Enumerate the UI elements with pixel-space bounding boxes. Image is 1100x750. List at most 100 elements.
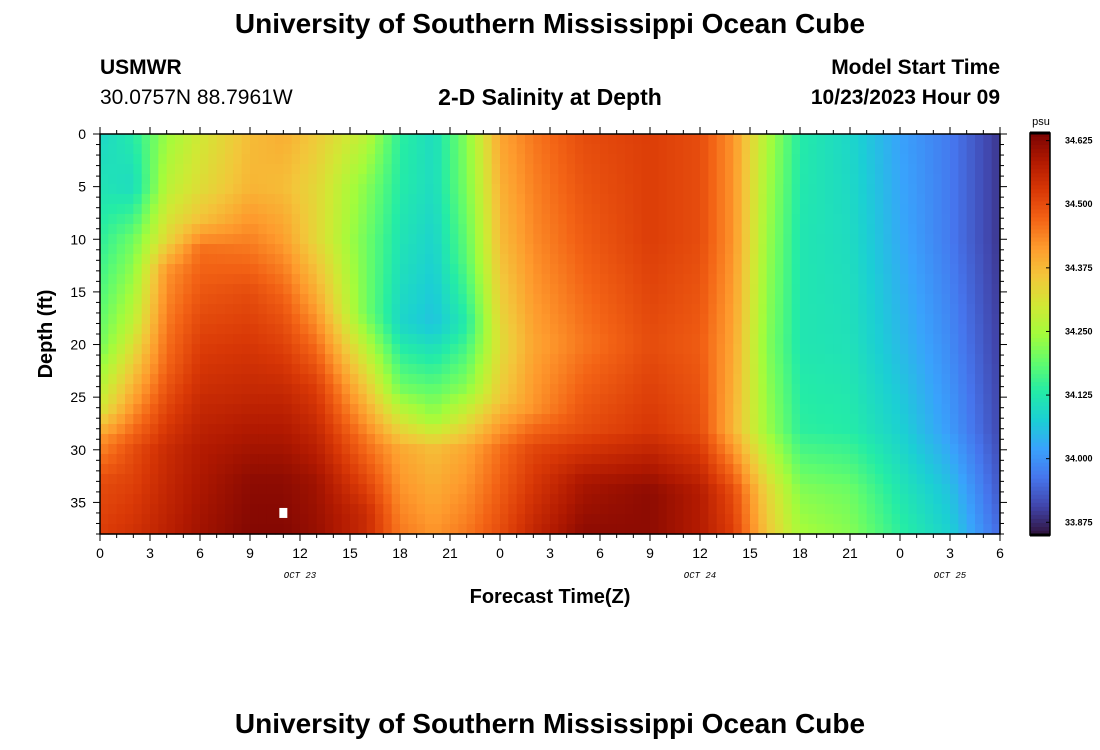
heatmap-cell [383, 384, 393, 395]
heatmap-cell [733, 514, 743, 525]
heatmap-cell [841, 504, 851, 515]
heatmap-cell [708, 244, 718, 255]
heatmap-cell [441, 174, 451, 185]
heatmap-cell [983, 364, 993, 375]
heatmap-cell [600, 204, 609, 215]
heatmap-cell [316, 144, 326, 155]
heatmap-cell [391, 494, 401, 505]
heatmap-cell [366, 334, 376, 345]
heatmap-cell [241, 394, 251, 405]
colorbar-segment [1030, 382, 1050, 387]
heatmap-cell [125, 404, 134, 415]
heatmap-cell [825, 154, 834, 165]
heatmap-cell [475, 454, 484, 465]
heatmap-cell [758, 144, 768, 155]
heatmap-cell [850, 494, 859, 505]
heatmap-cell [850, 284, 859, 295]
heatmap-cell [125, 474, 134, 485]
heatmap-cell [275, 434, 284, 445]
heatmap-cell [941, 194, 951, 205]
heatmap-cell [775, 134, 784, 145]
heatmap-cell [158, 254, 168, 265]
heatmap-cell [916, 174, 926, 185]
heatmap-cell [483, 134, 493, 145]
heatmap-cell [166, 234, 176, 245]
heatmap-cell [233, 224, 243, 235]
heatmap-cell [933, 214, 943, 225]
heatmap-cell [850, 164, 859, 175]
heatmap-cell [516, 144, 526, 155]
heatmap-cell [400, 254, 409, 265]
heatmap-cell [683, 264, 693, 275]
heatmap-cell [966, 364, 976, 375]
heatmap-cell [433, 324, 443, 335]
heatmap-cell [575, 394, 584, 405]
heatmap-cell [283, 344, 293, 355]
heatmap-cell [141, 314, 151, 325]
heatmap-cell [408, 434, 418, 445]
colorbar-segment [1030, 277, 1050, 283]
heatmap-cell [358, 234, 368, 245]
heatmap-cell [725, 144, 734, 155]
heatmap-cell [708, 334, 718, 345]
heatmap-cell [391, 404, 401, 415]
heatmap-cell [783, 524, 793, 535]
heatmap-cell [400, 454, 409, 465]
heatmap-cell [741, 284, 751, 295]
heatmap-cell [633, 174, 643, 185]
heatmap-cell [291, 154, 301, 165]
heatmap-cell [808, 354, 818, 365]
heatmap-cell [950, 304, 959, 315]
heatmap-cell [541, 414, 551, 425]
heatmap-cell [933, 284, 943, 295]
heatmap-cell [566, 224, 576, 235]
heatmap-cell [491, 514, 501, 525]
heatmap-cell [258, 364, 268, 375]
heatmap-cell [533, 374, 543, 385]
heatmap-cell [558, 374, 568, 385]
heatmap-cell [358, 494, 368, 505]
heatmap-cell [316, 524, 326, 535]
heatmap-cell [483, 414, 493, 425]
heatmap-cell [550, 274, 559, 285]
heatmap-cell [775, 324, 784, 335]
heatmap-cell [408, 404, 418, 415]
heatmap-cell [666, 454, 676, 465]
heatmap-cell [266, 194, 276, 205]
heatmap-cell [566, 484, 576, 495]
colorbar-segment [1030, 486, 1050, 492]
heatmap-cell [333, 494, 343, 505]
heatmap-cell [741, 394, 751, 405]
heatmap-cell [391, 204, 401, 215]
heatmap-cell [516, 164, 526, 175]
heatmap-cell [566, 204, 576, 215]
heatmap-cell [191, 474, 201, 485]
heatmap-cell [391, 194, 401, 205]
heatmap-cell [891, 224, 901, 235]
heatmap-cell [408, 364, 418, 375]
heatmap-cell [591, 184, 601, 195]
heatmap-cell [166, 464, 176, 475]
heatmap-cell [433, 514, 443, 525]
heatmap-cell [883, 384, 893, 395]
heatmap-cell [816, 484, 826, 495]
heatmap-cell [641, 274, 651, 285]
heatmap-cell [333, 514, 343, 525]
heatmap-cell [491, 304, 501, 315]
heatmap-cell [108, 154, 118, 165]
heatmap-cell [158, 514, 168, 525]
heatmap-cell [208, 304, 218, 315]
heatmap-cell [966, 474, 976, 485]
heatmap-cell [350, 194, 359, 205]
colorbar-tick-label: 34.125 [1065, 390, 1093, 400]
heatmap-cell [641, 424, 651, 435]
date-label: OCT 24 [684, 571, 716, 581]
heatmap-cell [108, 424, 118, 435]
heatmap-cell [616, 134, 626, 145]
heatmap-cell [166, 174, 176, 185]
heatmap-cell [775, 284, 784, 295]
heatmap-cell [191, 364, 201, 375]
heatmap-cell [575, 364, 584, 375]
heatmap-cell [358, 144, 368, 155]
heatmap-cell [741, 384, 751, 395]
